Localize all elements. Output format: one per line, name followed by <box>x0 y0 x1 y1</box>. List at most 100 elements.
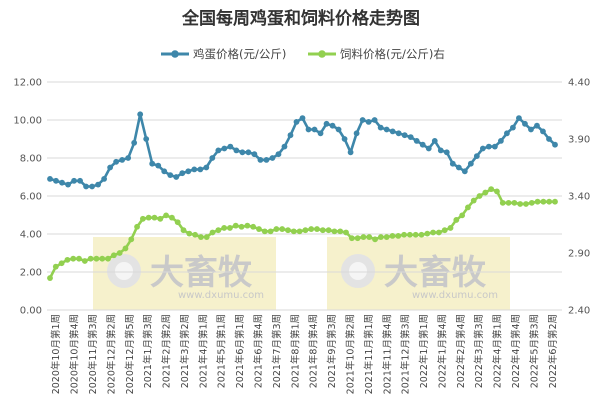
data-point-egg <box>311 126 318 133</box>
data-point-feed <box>157 215 164 222</box>
data-point-feed <box>81 258 88 264</box>
data-point-egg <box>371 117 378 123</box>
data-point-egg <box>317 130 324 137</box>
y-left-tick-label: 6.00 <box>20 192 42 203</box>
data-point-egg <box>113 158 120 165</box>
y-right-tick-label: 3.40 <box>568 192 590 203</box>
data-point-egg <box>47 176 53 182</box>
y-left-tick-label: 10.00 <box>13 116 42 127</box>
data-point-feed <box>52 263 59 270</box>
x-tick-label: 2021年5月第1周 <box>216 314 228 388</box>
data-point-egg <box>401 132 408 139</box>
y-left-tick-label: 0.00 <box>20 306 42 317</box>
data-point-feed <box>418 231 425 238</box>
data-point-feed <box>354 235 361 242</box>
data-point-egg <box>209 155 216 161</box>
data-point-feed <box>203 234 210 240</box>
data-point-feed <box>505 199 512 206</box>
x-tick-label: 2022年6月第2周 <box>547 314 559 388</box>
data-point-feed <box>308 226 315 232</box>
data-point-egg <box>377 124 384 131</box>
data-point-egg <box>522 120 528 127</box>
data-point-egg <box>83 183 89 190</box>
data-point-feed <box>424 230 431 237</box>
data-point-egg <box>546 136 552 142</box>
data-point-egg <box>528 126 534 133</box>
data-point-egg <box>71 177 77 184</box>
x-tick-label: 2021年7月第3周 <box>271 314 283 388</box>
watermark-brand: 大畜牧 <box>150 253 253 293</box>
data-point-feed <box>447 225 454 231</box>
data-point-feed <box>430 229 437 236</box>
chart-title: 全国每周鸡蛋和饲料价格走势图 <box>181 8 420 29</box>
data-point-egg <box>179 170 186 177</box>
watermark-url: www.dxumu.com <box>412 290 498 301</box>
data-point-egg <box>407 134 414 141</box>
legend-item-egg: 鸡蛋价格(元/公斤) <box>161 47 286 61</box>
data-point-feed <box>546 198 553 205</box>
data-point-feed <box>453 217 460 223</box>
data-point-egg <box>53 177 59 184</box>
x-tick-label: 2022年1月第4周 <box>436 314 448 388</box>
x-tick-label: 2022年4月第1周 <box>492 314 504 388</box>
data-point-feed <box>215 227 222 234</box>
data-point-egg <box>221 145 228 152</box>
legend-label-egg: 鸡蛋价格(元/公斤) <box>193 47 286 61</box>
data-point-feed <box>401 231 407 238</box>
data-point-egg <box>239 149 246 156</box>
data-point-feed <box>319 227 326 234</box>
x-tick-label: 2021年2月第2周 <box>161 314 173 388</box>
x-tick-label: 2020年10月第4周 <box>69 314 81 394</box>
data-point-egg <box>329 122 336 129</box>
data-point-egg <box>167 172 174 179</box>
data-point-egg <box>479 145 486 152</box>
data-point-feed <box>128 236 135 243</box>
data-point-feed <box>337 228 344 235</box>
y-axis-right: 2.40 2.90 3.40 3.90 4.40 <box>568 78 590 317</box>
data-point-egg <box>431 138 438 144</box>
watermark: 大畜牧 大畜牧 www.dxumu.com www.dxumu.com <box>93 237 510 310</box>
data-point-egg <box>59 179 65 186</box>
x-tick-label: 2021年3月第2周 <box>179 314 191 388</box>
data-point-feed <box>552 198 558 205</box>
data-point-feed <box>389 233 396 239</box>
data-point-egg <box>287 132 294 139</box>
data-point-feed <box>151 214 158 221</box>
data-point-feed <box>499 199 506 206</box>
watermark-url: www.dxumu.com <box>178 290 264 301</box>
data-point-feed <box>360 234 367 240</box>
data-point-feed <box>99 255 106 262</box>
x-tick-label: 2022年3月第3周 <box>473 314 485 388</box>
data-point-feed <box>302 227 309 234</box>
data-point-feed <box>174 219 181 226</box>
data-point-egg <box>89 183 95 190</box>
data-point-feed <box>58 260 65 267</box>
data-point-egg <box>419 141 426 148</box>
data-point-egg <box>540 128 546 135</box>
watermark-brand: 大畜牧 <box>384 253 487 293</box>
data-point-feed <box>110 252 117 259</box>
y-left-tick-label: 4.00 <box>20 230 42 241</box>
x-tick-label: 2022年4月第4周 <box>510 314 522 388</box>
data-point-egg <box>395 130 402 137</box>
data-point-egg <box>359 117 366 123</box>
x-tick-label: 2021年9月第3周 <box>326 314 338 388</box>
data-point-egg <box>323 120 330 127</box>
data-point-feed <box>267 228 274 235</box>
data-point-feed <box>366 234 373 240</box>
data-point-feed <box>122 245 129 252</box>
data-point-egg <box>413 138 420 144</box>
y-left-tick-label: 8.00 <box>20 154 42 165</box>
y-right-tick-label: 2.40 <box>568 306 590 317</box>
data-point-feed <box>47 275 53 281</box>
data-point-egg <box>185 168 192 175</box>
data-point-feed <box>256 226 262 232</box>
y-right-tick-label: 2.90 <box>568 249 590 260</box>
y-axis-left: 0.00 2.00 4.00 6.00 8.00 10.00 12.00 <box>13 78 42 317</box>
data-point-feed <box>250 223 257 230</box>
x-tick-label: 2020年11月第3周 <box>87 314 99 394</box>
data-point-egg <box>347 149 354 156</box>
data-point-egg <box>455 164 462 171</box>
data-point-egg <box>101 176 108 182</box>
data-point-feed <box>285 227 291 234</box>
